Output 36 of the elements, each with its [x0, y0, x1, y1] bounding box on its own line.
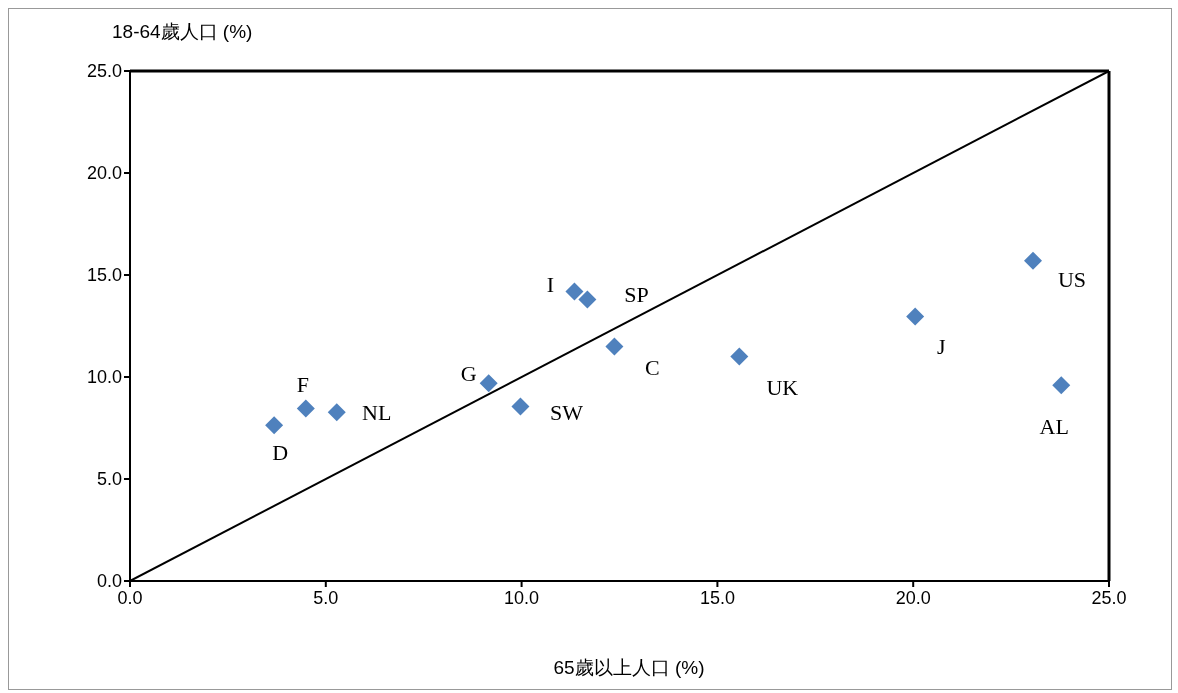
point — [511, 397, 530, 416]
y-tick-label: 10.0 — [86, 367, 122, 388]
y-tick-label: 15.0 — [86, 265, 122, 286]
annotation: US — [1057, 267, 1087, 293]
point — [296, 399, 315, 418]
annotation: G — [460, 360, 477, 386]
point — [1024, 251, 1043, 270]
annotation: I — [546, 272, 555, 298]
x-tick-label: 5.0 — [313, 587, 339, 608]
annotation: J — [936, 334, 946, 360]
point — [906, 307, 925, 326]
point — [605, 337, 624, 356]
x-tick-label: 10.0 — [504, 587, 540, 608]
point — [327, 403, 346, 422]
point — [578, 290, 597, 309]
x-tick-label: 20.0 — [895, 587, 931, 608]
y-axis-title: 18-64歲人口 (%) — [112, 20, 253, 44]
point — [479, 374, 498, 393]
annotation: SP — [624, 281, 649, 307]
point — [265, 416, 284, 435]
annotation: F — [296, 371, 309, 397]
annotation: AL — [1039, 413, 1069, 439]
y-tick-label: 20.0 — [86, 163, 122, 184]
annotation: C — [645, 354, 660, 380]
x-axis-title: 65歲以上人口 (%) — [552, 656, 706, 680]
annotation: SW — [549, 399, 584, 425]
x-tick-label: 15.0 — [699, 587, 735, 608]
annotation: NL — [362, 399, 392, 425]
point — [565, 282, 584, 301]
x-tick-label: 25.0 — [1091, 587, 1127, 608]
y-tick-label: 5.0 — [96, 469, 122, 490]
point — [1052, 376, 1071, 395]
point — [730, 347, 749, 366]
annotation: D — [272, 439, 289, 465]
annotation: UK — [766, 374, 799, 400]
y-tick-label: 25.0 — [86, 61, 122, 82]
